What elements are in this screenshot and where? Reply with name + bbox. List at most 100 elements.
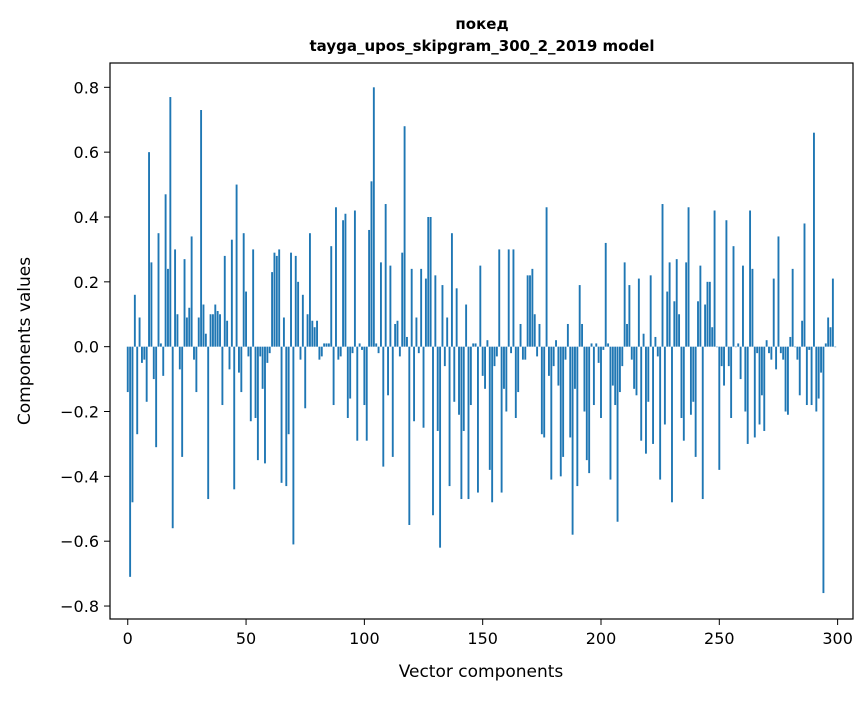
bar-179 [550, 346, 553, 480]
x-tick-label-6: 300 [822, 629, 853, 648]
bar-236 [685, 262, 688, 347]
bar-22 [178, 346, 181, 370]
bar-39 [219, 314, 221, 347]
bar-144 [467, 346, 470, 500]
bar-63 [275, 255, 278, 347]
bar-213 [630, 346, 633, 360]
bar-281 [791, 268, 794, 347]
bar-48 [240, 346, 243, 393]
bar-83 [323, 343, 326, 347]
bar-136 [448, 346, 451, 487]
bar-78 [311, 320, 314, 347]
bar-214 [633, 346, 636, 389]
bar-253 [725, 220, 728, 347]
bar-59 [266, 346, 269, 363]
bar-29 [195, 346, 198, 393]
bar-217 [640, 346, 643, 441]
bar-240 [694, 346, 697, 457]
bar-0 [126, 346, 129, 393]
bar-19 [171, 346, 174, 529]
bar-180 [552, 346, 555, 367]
bar-289 [810, 346, 813, 406]
bar-45 [233, 346, 236, 490]
chart-subtitle: tayga_upos_skipgram_300_2_2019 model [310, 37, 655, 55]
bar-75 [304, 346, 307, 409]
bar-126 [424, 278, 427, 347]
bar-282 [794, 346, 796, 348]
bar-60 [268, 346, 271, 354]
bar-296 [827, 317, 830, 347]
bar-24 [183, 259, 186, 347]
bar-195 [588, 346, 591, 474]
bar-105 [375, 343, 378, 347]
y-axis-ticks: −0.8 −0.6 −0.4 −0.2 0.0 0.2 0.4 0.6 0.8 [60, 78, 110, 616]
bar-145 [469, 346, 472, 406]
bar-17 [167, 268, 169, 347]
bar-137 [450, 233, 453, 347]
bar-212 [628, 285, 631, 347]
bar-197 [592, 346, 595, 406]
bar-241 [697, 301, 699, 347]
bar-72 [297, 281, 300, 347]
y-tick-label-8: 0.8 [74, 78, 99, 97]
bar-284 [798, 346, 801, 396]
bar-224 [656, 346, 659, 357]
bar-107 [379, 262, 382, 347]
bar-51 [247, 346, 250, 357]
x-tick-label-1: 50 [236, 629, 256, 648]
bar-47 [238, 346, 240, 373]
bar-234 [680, 346, 683, 418]
bar-192 [581, 323, 584, 347]
bar-156 [495, 346, 498, 357]
bar-90 [339, 346, 342, 357]
bar-4 [136, 346, 139, 435]
bar-206 [614, 346, 617, 406]
bar-61 [271, 272, 274, 347]
bar-36 [211, 314, 214, 347]
bar-88 [335, 207, 337, 347]
bar-16 [164, 194, 167, 347]
bar-154 [491, 346, 494, 503]
bar-128 [429, 216, 432, 347]
bar-13 [157, 233, 160, 347]
x-tick-label-3: 150 [467, 629, 498, 648]
bar-131 [436, 346, 439, 431]
bar-10 [150, 262, 153, 347]
bar-293 [820, 346, 822, 373]
bar-110 [387, 346, 389, 396]
bar-99 [361, 346, 363, 350]
bar-50 [245, 291, 247, 347]
bar-201 [602, 346, 605, 350]
bar-291 [815, 346, 818, 412]
bar-223 [654, 336, 657, 347]
bar-292 [817, 346, 820, 399]
bar-65 [280, 346, 283, 483]
bar-42 [226, 320, 229, 347]
bar-299 [834, 346, 837, 348]
bar-40 [221, 346, 224, 406]
bar-31 [200, 110, 203, 347]
bar-174 [538, 323, 541, 347]
bar-186 [566, 323, 569, 347]
bar-143 [465, 304, 468, 347]
bar-142 [462, 346, 465, 431]
bar-252 [723, 346, 725, 386]
bar-70 [292, 346, 295, 545]
bar-204 [609, 346, 612, 480]
bar-3 [133, 294, 136, 347]
bar-113 [394, 323, 397, 347]
bar-286 [803, 223, 806, 347]
bar-202 [604, 242, 607, 347]
bar-232 [675, 259, 678, 347]
bar-199 [597, 346, 600, 363]
bar-287 [805, 346, 808, 406]
bar-104 [372, 87, 375, 347]
bar-129 [432, 346, 434, 516]
bar-91 [342, 220, 345, 347]
bar-89 [337, 346, 340, 360]
bar-203 [607, 343, 610, 347]
bar-80 [316, 320, 318, 347]
bar-37 [214, 304, 217, 347]
bar-182 [557, 346, 560, 386]
bar-150 [481, 346, 484, 376]
